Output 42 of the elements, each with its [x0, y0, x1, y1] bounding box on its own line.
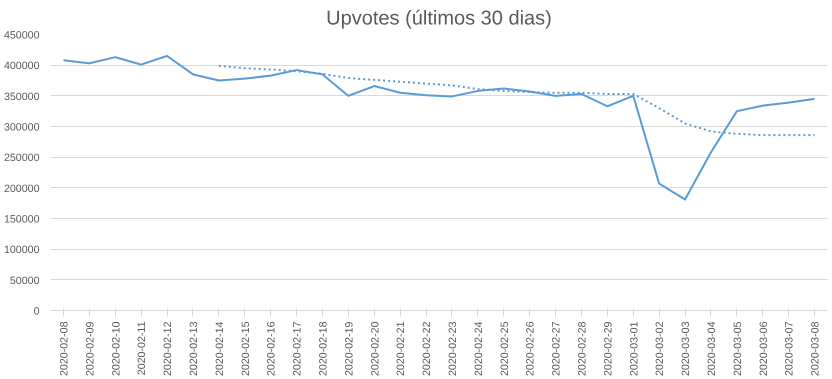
- x-tick-label: 2020-03-08: [810, 321, 822, 376]
- x-tick-label: 2020-02-25: [498, 321, 511, 376]
- x-tick-label: 2020-02-23: [446, 321, 459, 376]
- x-tick-label: 2020-03-03: [680, 321, 692, 376]
- x-tick-label: 2020-02-27: [550, 321, 563, 376]
- x-tick-label: 2020-02-13: [188, 321, 200, 376]
- x-tick-label: 2020-03-06: [758, 321, 770, 376]
- x-tick-label: 2020-02-12: [162, 321, 174, 376]
- x-tick-label: 2020-02-28: [576, 321, 588, 376]
- y-tick-label: 250000: [4, 152, 40, 164]
- y-tick-label: 300000: [4, 122, 40, 134]
- y-tick-label: 150000: [4, 214, 40, 226]
- x-tick-label: 2020-02-22: [421, 321, 434, 376]
- y-tick-label: 350000: [4, 90, 40, 103]
- x-tick-label: 2020-03-04: [706, 321, 718, 376]
- y-tick-label: 50000: [10, 274, 40, 287]
- x-tick-label: 2020-02-17: [292, 321, 304, 376]
- x-tick-label: 2020-02-24: [472, 321, 485, 376]
- y-tick-label: 0: [34, 306, 40, 318]
- x-tick-label: 2020-02-21: [395, 321, 408, 376]
- x-tick-label: 2020-03-07: [784, 321, 796, 376]
- x-tick-label: 2020-02-14: [214, 321, 226, 376]
- x-tick-label: 2020-03-02: [654, 321, 666, 376]
- x-tick-label: 2020-02-11: [136, 321, 148, 376]
- x-tick-label: 2020-03-05: [732, 321, 744, 376]
- chart-title: Upvotes (últimos 30 dias): [326, 8, 552, 30]
- x-tick-label: 2020-02-20: [369, 321, 382, 376]
- x-tick-label: 2020-02-26: [524, 321, 537, 376]
- x-tick-label: 2020-02-10: [110, 321, 122, 376]
- x-tick-label: 2020-02-18: [317, 321, 330, 376]
- line-series: [62, 54, 816, 200]
- x-tick-label: 2020-02-08: [58, 321, 70, 376]
- y-tick-label: 200000: [4, 182, 40, 195]
- x-tick-label: 2020-02-15: [240, 321, 252, 376]
- x-tick-label: 2020-03-01: [628, 321, 640, 376]
- x-tick-label: 2020-02-19: [343, 321, 356, 376]
- x-tick-label: 2020-02-29: [602, 321, 614, 376]
- y-tick-label: 100000: [4, 244, 40, 256]
- y-tick-label: 450000: [4, 30, 40, 42]
- x-tick-label: 2020-02-09: [84, 321, 96, 376]
- y-tick-label: 400000: [4, 60, 40, 72]
- x-tick-label: 2020-02-16: [266, 321, 278, 376]
